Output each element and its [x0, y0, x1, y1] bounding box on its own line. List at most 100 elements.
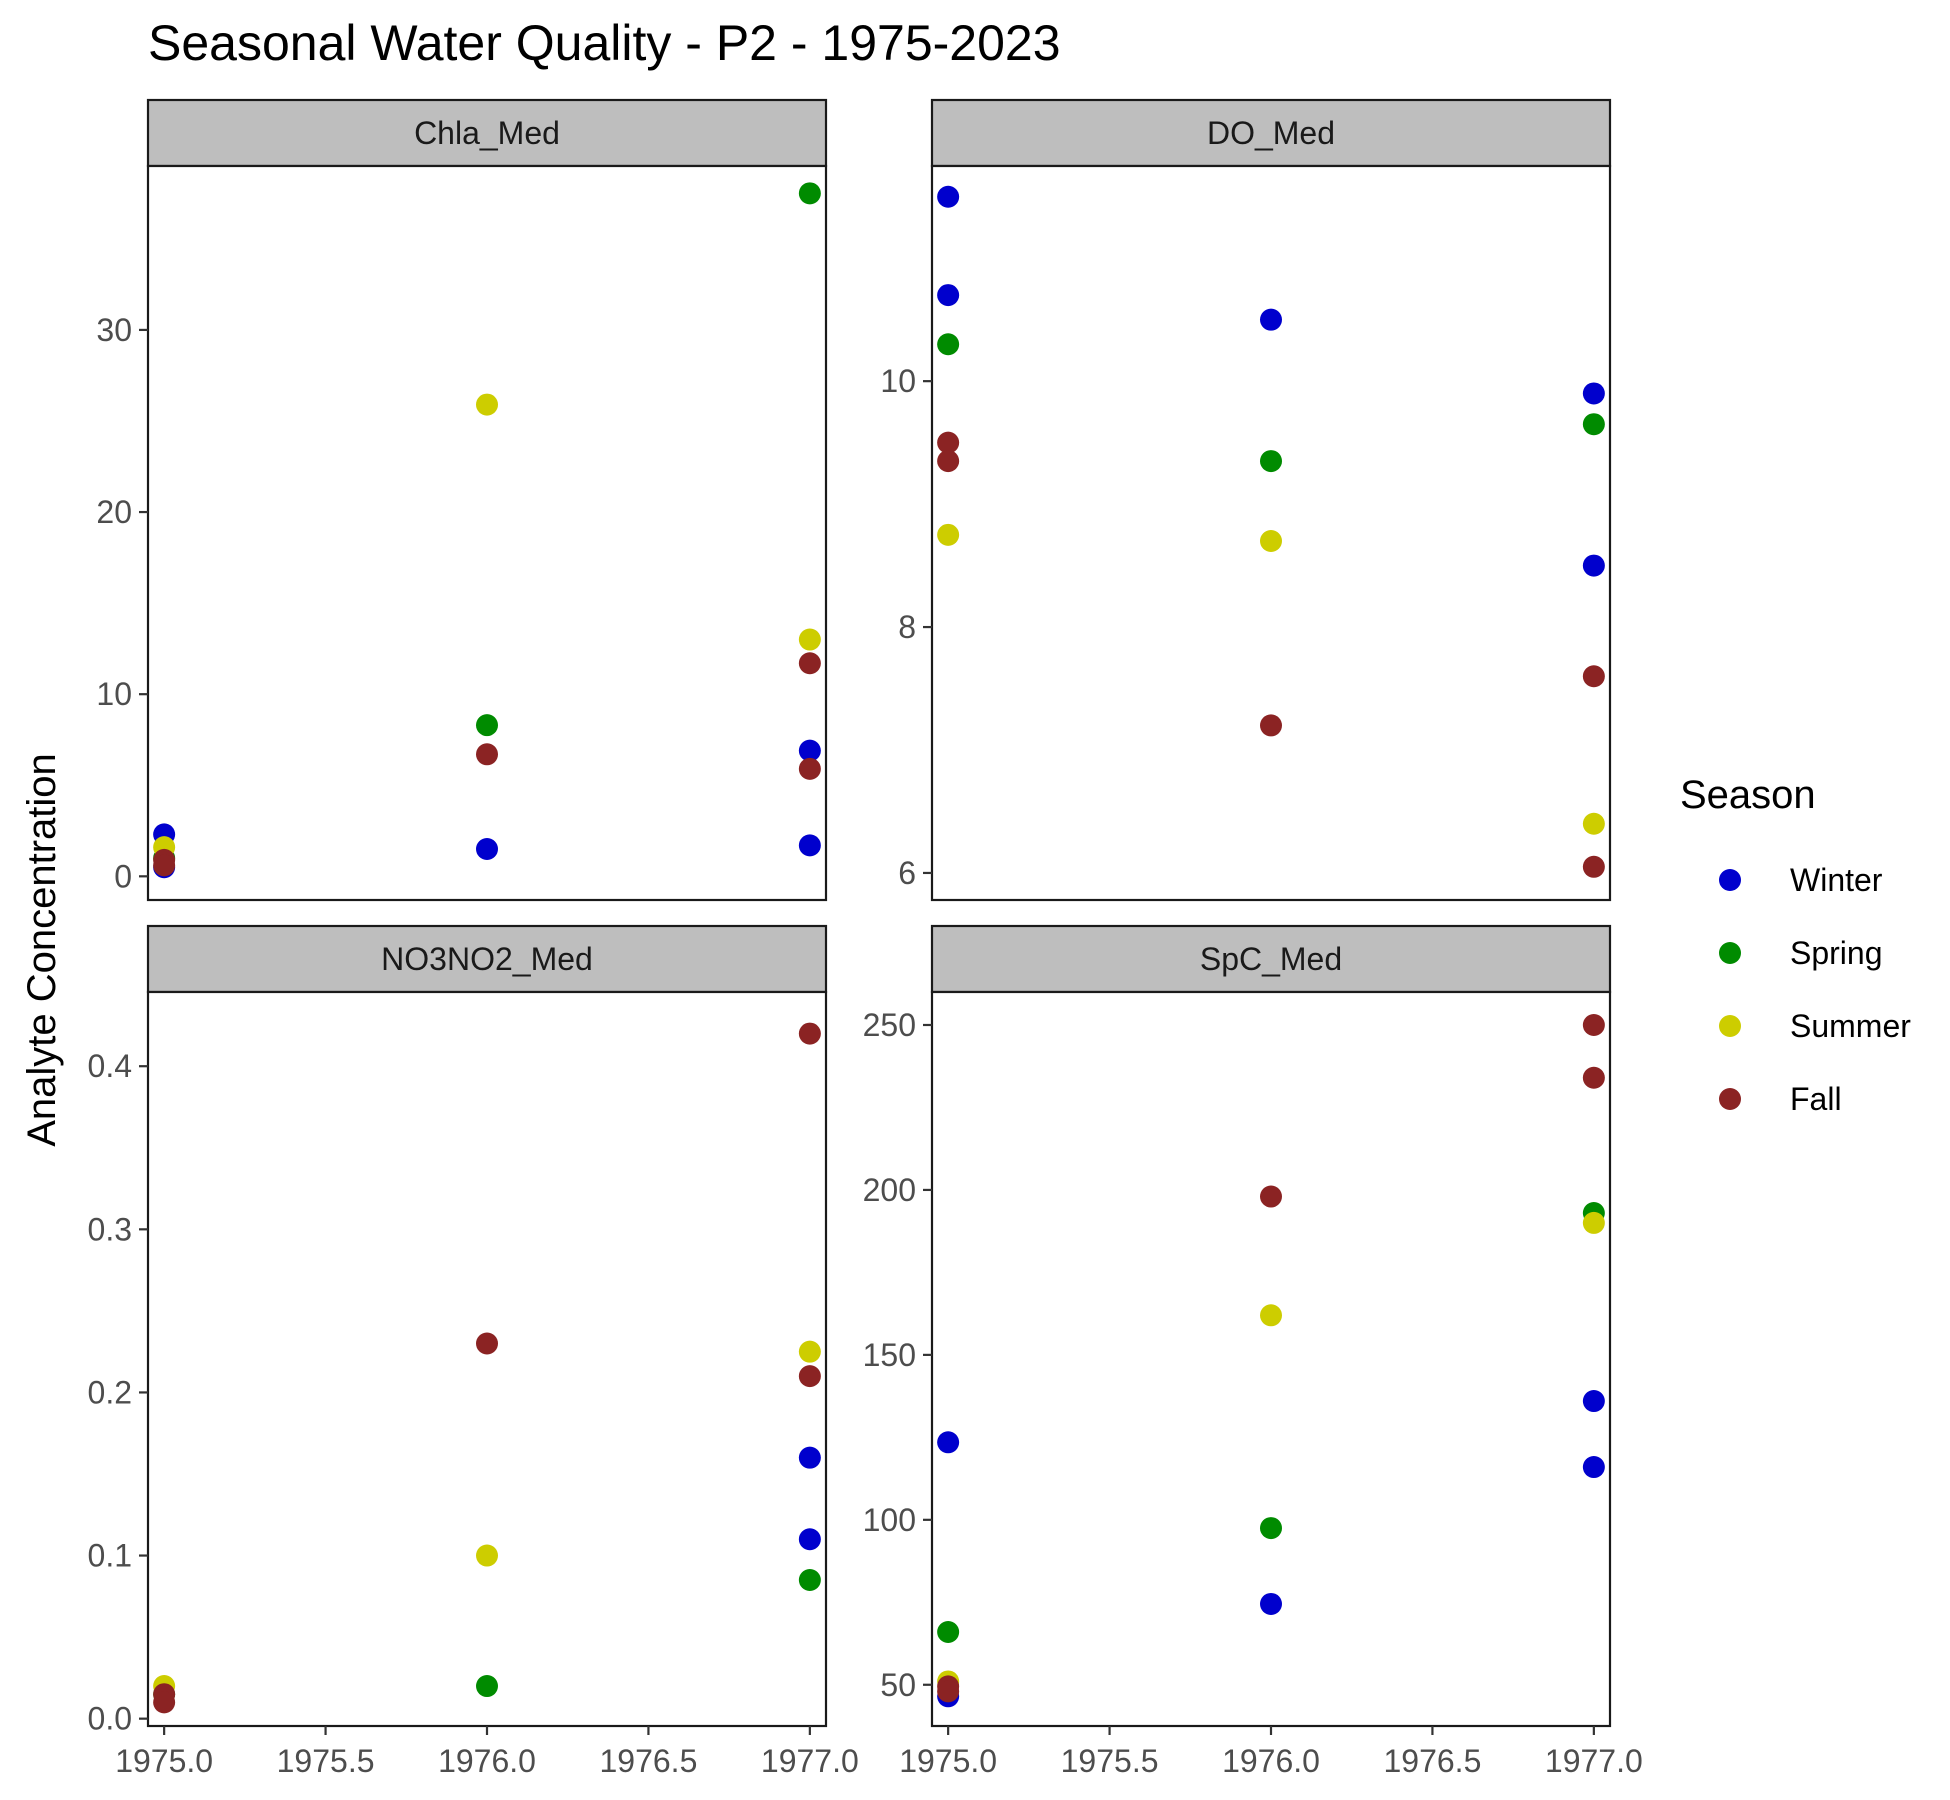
point-spring-do-med: [937, 333, 960, 356]
point-fall-chla-med: [476, 743, 498, 766]
y-tick-label: 0.4: [88, 1048, 132, 1084]
point-summer-do-med: [1260, 529, 1282, 552]
legend-key-summer: [1719, 1015, 1741, 1037]
plot-area-no3no2-med: [146, 990, 828, 1728]
point-winter-chla-med: [476, 838, 498, 861]
point-winter-spc-med: [1582, 1456, 1605, 1479]
legend-label-spring: Spring: [1790, 935, 1883, 971]
y-tick-label: 10: [880, 363, 916, 399]
point-fall-no3no2-med: [476, 1332, 498, 1355]
point-summer-chla-med: [476, 393, 498, 416]
point-summer-spc-med: [1582, 1211, 1605, 1234]
y-tick-label: 6: [898, 855, 916, 891]
point-summer-chla-med: [798, 628, 821, 651]
point-summer-do-med: [937, 523, 960, 546]
point-fall-do-med: [937, 450, 960, 473]
panel-no3no2-med: NO3NO2_Med 0.0 0.1 0.2 0.3 0.4 1975.0 1975.5 197…: [88, 924, 859, 1779]
facet-strip-do-med: [930, 98, 1612, 168]
point-winter-chla-med: [798, 834, 821, 857]
point-spring-do-med: [1260, 450, 1282, 473]
point-winter-do-med: [1260, 308, 1282, 331]
x-tick-label: 1977.0: [761, 1743, 859, 1779]
plot-area-spc-med: [930, 990, 1612, 1728]
point-winter-do-med: [1582, 554, 1605, 577]
facet-label-spc-med: SpC_Med: [1200, 941, 1342, 977]
legend-label-fall: Fall: [1790, 1081, 1842, 1117]
legend-title: Season: [1680, 773, 1816, 817]
x-tick-label: 1975.5: [1061, 1743, 1159, 1779]
y-tick-label: 100: [863, 1502, 916, 1538]
facet-label-chla-med: Chla_Med: [414, 115, 560, 151]
point-summer-no3no2-med: [476, 1544, 498, 1567]
x-tick-label: 1975.0: [115, 1743, 213, 1779]
legend-label-winter: Winter: [1790, 862, 1883, 898]
point-winter-spc-med: [1260, 1592, 1282, 1615]
point-winter-no3no2-med: [798, 1446, 821, 1469]
point-winter-spc-med: [1582, 1390, 1605, 1413]
legend-key-fall: [1719, 1088, 1741, 1110]
x-tick-label: 1976.5: [599, 1743, 697, 1779]
panel-spc-med: SpC_Med 50 100 150 200 250 1975.0 1975.5 1976.0 1…: [863, 924, 1643, 1779]
y-tick-label: 0.0: [88, 1701, 132, 1737]
y-tick-label: 150: [863, 1337, 916, 1373]
point-spring-do-med: [1582, 413, 1605, 436]
point-fall-no3no2-med: [798, 1022, 821, 1045]
point-fall-chla-med: [798, 757, 821, 780]
y-tick-label: 0.3: [88, 1211, 132, 1247]
facet-label-no3no2-med: NO3NO2_Med: [381, 941, 593, 977]
y-tick-label: 50: [880, 1667, 916, 1703]
point-fall-do-med: [937, 431, 960, 454]
legend-item-summer: Summer: [1719, 1008, 1911, 1044]
y-tick-label: 10: [96, 676, 132, 712]
panels-layer: Chla_Med 0 10 20 30 DO_Med 6 8 10 NO3NO2_Med 0.0 0.…: [88, 98, 1643, 1779]
panel-chla-med: Chla_Med 0 10 20 30: [96, 98, 828, 902]
point-fall-spc-med: [1582, 1066, 1605, 1089]
y-tick-label: 30: [96, 312, 132, 348]
legend-item-fall: Fall: [1719, 1081, 1842, 1117]
x-tick-label: 1975.0: [899, 1743, 997, 1779]
y-tick-label: 250: [863, 1007, 916, 1043]
point-spring-chla-med: [476, 714, 498, 737]
legend-key-spring: [1719, 942, 1741, 964]
facet-strip-spc-med: [930, 924, 1612, 994]
facet-label-do-med: DO_Med: [1207, 115, 1335, 151]
point-winter-spc-med: [937, 1431, 960, 1454]
point-fall-chla-med: [798, 652, 821, 675]
y-tick-label: 0.2: [88, 1374, 132, 1410]
panel-do-med: DO_Med 6 8 10: [880, 98, 1612, 902]
point-spring-chla-med: [798, 182, 821, 205]
point-fall-spc-med: [1260, 1185, 1282, 1208]
plot-area-chla-med: [146, 164, 828, 902]
legend-key-winter: [1719, 869, 1741, 891]
y-tick-label: 8: [898, 609, 916, 645]
legend-item-spring: Spring: [1719, 935, 1883, 971]
point-fall-do-med: [1260, 714, 1282, 737]
point-fall-no3no2-med: [798, 1365, 821, 1388]
legend-item-winter: Winter: [1719, 862, 1883, 898]
x-tick-label: 1976.5: [1383, 1743, 1481, 1779]
point-fall-do-med: [1582, 855, 1605, 878]
point-winter-do-med: [1582, 382, 1605, 405]
legend-label-summer: Summer: [1790, 1008, 1911, 1044]
chart-title: Seasonal Water Quality - P2 - 1975-2023: [148, 15, 1061, 71]
y-axis-title: Analyte Concentration: [20, 753, 64, 1147]
point-summer-do-med: [1582, 812, 1605, 835]
x-tick-label: 1975.5: [277, 1743, 375, 1779]
y-tick-label: 20: [96, 494, 132, 530]
x-tick-label: 1977.0: [1545, 1743, 1643, 1779]
y-tick-label: 200: [863, 1172, 916, 1208]
point-spring-no3no2-med: [798, 1569, 821, 1592]
point-winter-do-med: [937, 185, 960, 208]
point-fall-spc-med: [1582, 1013, 1605, 1036]
point-fall-no3no2-med: [153, 1691, 176, 1714]
point-fall-do-med: [1582, 665, 1605, 688]
legend: Season Winter Spring Summer Fall: [1680, 773, 1911, 1117]
y-tick-label: 0: [114, 858, 132, 894]
point-spring-spc-med: [937, 1620, 960, 1643]
point-fall-spc-med: [937, 1680, 960, 1703]
y-tick-label: 0.1: [88, 1538, 132, 1574]
x-tick-label: 1976.0: [438, 1743, 536, 1779]
point-winter-do-med: [937, 284, 960, 307]
point-spring-spc-med: [1260, 1517, 1282, 1540]
point-winter-no3no2-med: [798, 1528, 821, 1551]
